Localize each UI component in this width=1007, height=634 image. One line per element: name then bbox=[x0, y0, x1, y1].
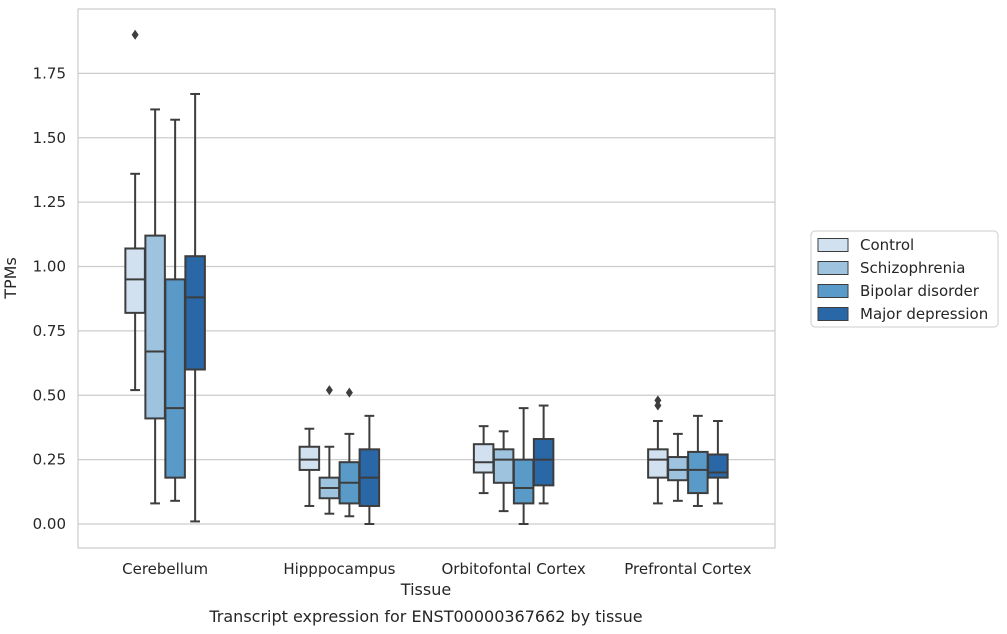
legend-label: Bipolar disorder bbox=[860, 282, 980, 300]
box-body bbox=[707, 453, 729, 479]
box bbox=[124, 29, 146, 392]
legend-swatch bbox=[817, 238, 849, 252]
x-tick-label: Prefrontal Cortex bbox=[624, 560, 751, 578]
box bbox=[184, 92, 206, 523]
x-tick-label: Hipppocampus bbox=[283, 560, 395, 578]
box bbox=[318, 385, 341, 515]
box bbox=[667, 432, 689, 502]
legend-frame bbox=[810, 230, 999, 328]
y-tick-label: 0.75 bbox=[33, 322, 66, 340]
legend: Control Schizophrenia Bipolar disorder Majo… bbox=[810, 230, 999, 328]
outlier-point bbox=[131, 29, 139, 40]
outlier-point bbox=[325, 385, 333, 396]
x-axis-label: Tissue bbox=[400, 580, 451, 599]
box bbox=[532, 404, 555, 505]
legend-swatch bbox=[817, 284, 849, 298]
box-body bbox=[687, 450, 709, 495]
box-body bbox=[184, 255, 206, 371]
x-tick-label: Orbitofontal Cortex bbox=[442, 560, 586, 578]
outlier-point bbox=[654, 395, 662, 406]
box-body bbox=[472, 443, 495, 474]
box bbox=[144, 108, 166, 505]
boxes bbox=[124, 29, 729, 525]
y-axis-ticks: 0.00 0.25 0.50 0.75 1.00 1.25 1.50 1.75 bbox=[33, 64, 66, 533]
x-tick-label: Cerebellum bbox=[122, 560, 208, 578]
box-body bbox=[667, 456, 689, 482]
y-tick-label: 1.25 bbox=[33, 193, 66, 211]
box bbox=[512, 407, 535, 525]
box-body bbox=[124, 247, 146, 314]
box bbox=[358, 414, 381, 525]
y-tick-label: 0.00 bbox=[33, 515, 66, 533]
box bbox=[472, 425, 495, 495]
box bbox=[492, 430, 515, 513]
y-tick-label: 1.75 bbox=[33, 64, 66, 82]
y-tick-label: 1.50 bbox=[33, 129, 66, 147]
box-body bbox=[512, 458, 535, 505]
plot-area-frame bbox=[77, 8, 776, 549]
box bbox=[707, 420, 729, 505]
box-body bbox=[298, 445, 321, 471]
box bbox=[298, 427, 321, 507]
legend-label: Major depression bbox=[860, 305, 988, 323]
box bbox=[687, 414, 709, 507]
box bbox=[338, 387, 361, 518]
legend-label: Schizophrenia bbox=[860, 259, 965, 277]
outlier-point bbox=[345, 387, 353, 398]
chart-caption: Transcript expression for ENST0000036766… bbox=[208, 607, 642, 626]
legend-swatch bbox=[817, 261, 849, 275]
x-axis-ticks: Cerebellum Hipppocampus Orbitofontal Corte… bbox=[122, 560, 751, 578]
y-tick-label: 0.50 bbox=[33, 386, 66, 404]
legend-label: Control bbox=[860, 236, 914, 254]
box bbox=[164, 118, 186, 502]
y-axis-label: TPMs bbox=[1, 257, 20, 300]
box-body bbox=[532, 438, 555, 487]
y-tick-label: 0.25 bbox=[33, 451, 66, 469]
box bbox=[647, 395, 669, 505]
box-body bbox=[164, 278, 186, 479]
y-tick-label: 1.00 bbox=[33, 258, 66, 276]
box-body bbox=[144, 234, 166, 420]
box-body bbox=[647, 448, 669, 479]
outlier-point bbox=[654, 400, 662, 411]
legend-swatch bbox=[817, 307, 849, 321]
box-body bbox=[492, 448, 515, 484]
